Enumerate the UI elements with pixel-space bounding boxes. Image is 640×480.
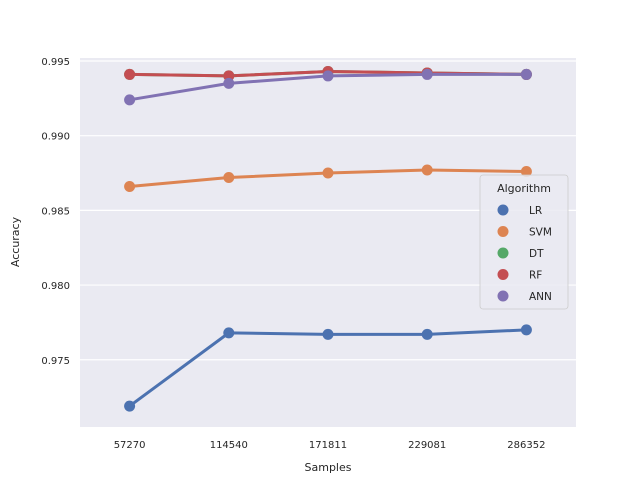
x-tick-label: 286352 bbox=[507, 440, 545, 451]
y-tick-label: 0.985 bbox=[41, 206, 70, 217]
legend-label-svm: SVM bbox=[529, 227, 552, 239]
data-point-lr bbox=[124, 400, 136, 412]
x-tick-label: 57270 bbox=[114, 440, 146, 451]
data-point-rf bbox=[124, 68, 136, 80]
y-tick-label: 0.990 bbox=[41, 132, 70, 143]
legend-marker-svm bbox=[497, 226, 509, 237]
x-tick-label: 229081 bbox=[408, 440, 446, 451]
legend-label-dt: DT bbox=[529, 248, 544, 260]
legend-label-lr: LR bbox=[529, 205, 542, 217]
x-tick-label: 114540 bbox=[210, 440, 248, 451]
y-axis-label: Accuracy bbox=[9, 216, 22, 267]
legend-marker-rf bbox=[497, 269, 509, 280]
data-point-ann bbox=[322, 70, 334, 82]
data-point-svm bbox=[520, 166, 532, 178]
data-point-lr bbox=[421, 328, 433, 340]
legend-items: LR SVM DT RF ANN bbox=[497, 204, 552, 303]
data-point-lr bbox=[223, 327, 235, 339]
data-point-ann bbox=[223, 77, 235, 89]
data-point-svm bbox=[322, 167, 334, 179]
legend-label-ann: ANN bbox=[529, 291, 552, 303]
data-point-lr bbox=[322, 328, 334, 340]
series-points bbox=[124, 65, 532, 412]
y-tick-label: 0.975 bbox=[41, 356, 70, 367]
legend-box bbox=[479, 174, 569, 310]
x-tick-label: 171811 bbox=[309, 440, 347, 451]
data-point-lr bbox=[520, 324, 532, 336]
legend-title: Algorithm bbox=[497, 182, 551, 195]
legend-marker-ann bbox=[497, 290, 509, 302]
x-tick-labels: 57270 114540 171811 229081 286352 bbox=[114, 440, 546, 451]
y-tick-label: 0.980 bbox=[41, 281, 70, 292]
data-point-svm bbox=[124, 180, 136, 192]
data-point-ann bbox=[421, 68, 433, 80]
data-point-ann bbox=[124, 94, 136, 106]
legend-marker-lr bbox=[497, 204, 509, 216]
y-tick-labels: 0.975 0.980 0.985 0.990 0.995 bbox=[41, 57, 70, 367]
data-point-ann bbox=[520, 68, 532, 80]
data-point-svm bbox=[421, 164, 433, 176]
data-point-svm bbox=[223, 172, 235, 184]
y-tick-label: 0.995 bbox=[41, 57, 70, 68]
x-axis-label: Samples bbox=[305, 461, 352, 474]
legend-marker-dt bbox=[497, 247, 509, 259]
legend-label-rf: RF bbox=[529, 270, 542, 282]
legend: Algorithm LR SVM DT RF ANN bbox=[479, 174, 569, 310]
